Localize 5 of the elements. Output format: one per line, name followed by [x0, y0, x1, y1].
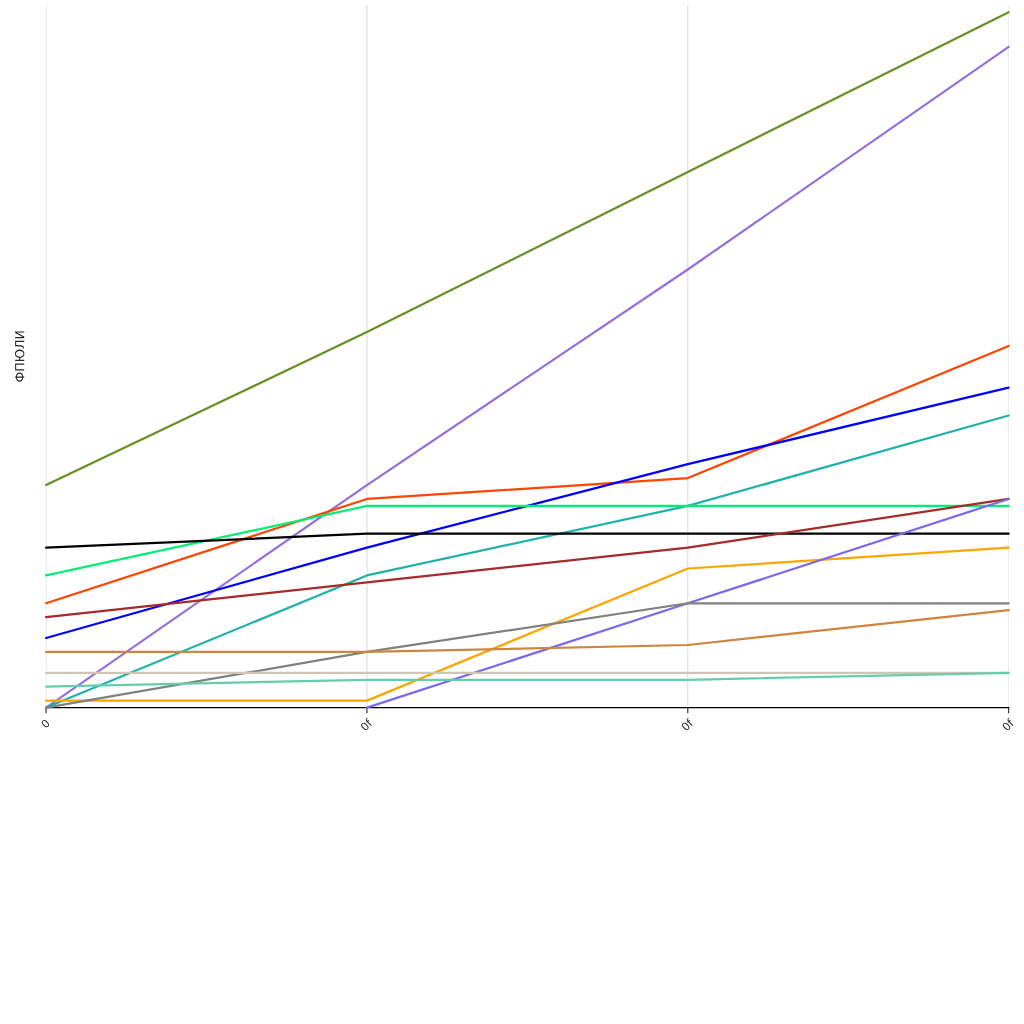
- x-tick-label: 0: [40, 718, 51, 729]
- y-axis-title: ФПЮЛИ: [14, 331, 25, 382]
- x-tick-label: 0f: [359, 717, 374, 732]
- x-tick-label: 0f: [1001, 717, 1015, 732]
- x-tick-label: 0f: [680, 717, 695, 732]
